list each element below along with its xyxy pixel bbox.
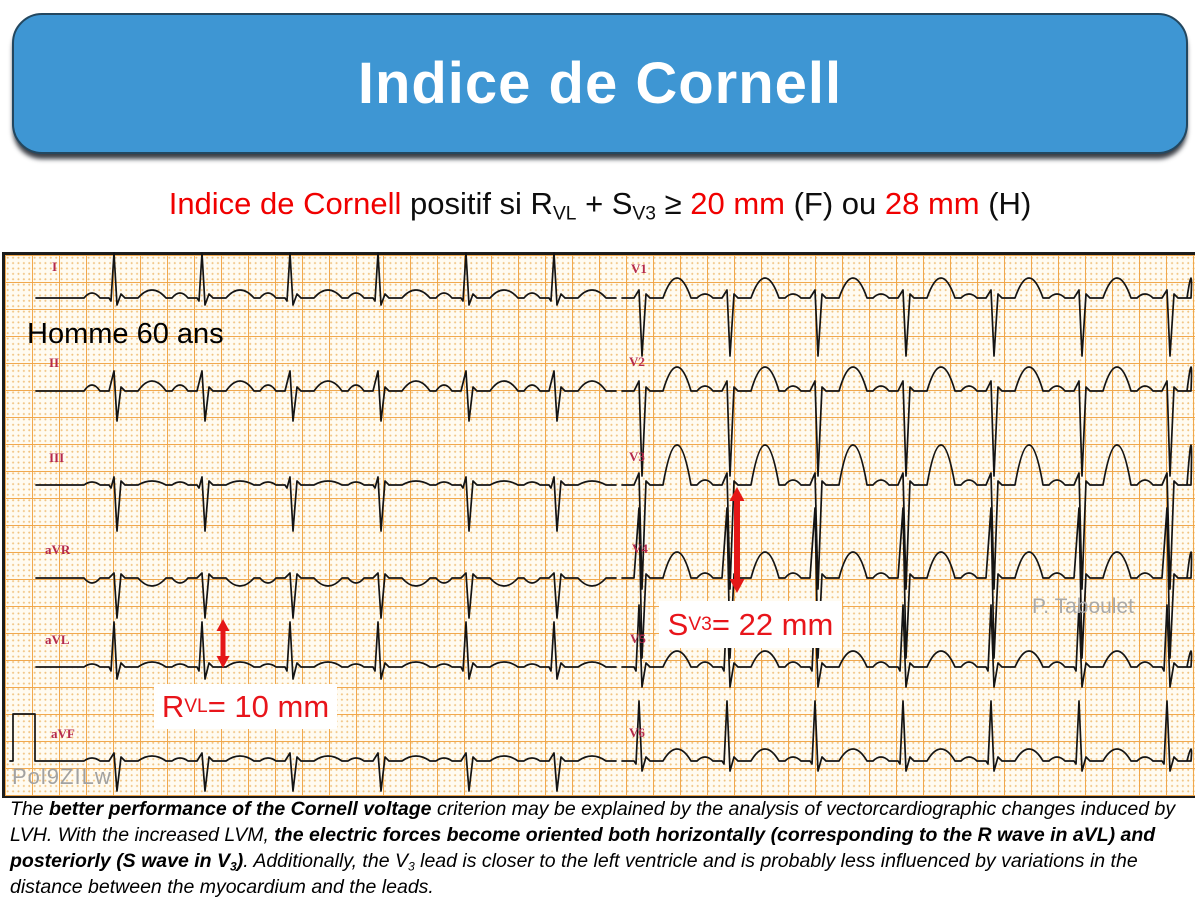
lead-label-aVR: aVR	[45, 542, 71, 557]
title-banner: Indice de Cornell	[12, 13, 1188, 154]
sv3-annotation: S V3 = 22 mm	[659, 601, 842, 648]
lead-label-V4: V4	[632, 541, 648, 556]
lead-label-aVL: aVL	[45, 632, 70, 647]
footer-paragraph: The better performance of the Cornell vo…	[10, 798, 1176, 898]
lead-label-V2: V2	[629, 354, 645, 369]
page-title: Indice de Cornell	[357, 51, 843, 116]
id-watermark: Pol9ZILw	[12, 764, 112, 789]
lead-label-V1: V1	[631, 261, 647, 276]
patient-label: Homme 60 ans	[27, 318, 224, 350]
lead-label-V3: V3	[629, 449, 645, 464]
author-watermark: P. Taboulet	[1032, 595, 1134, 618]
lead-label-III: III	[49, 450, 65, 465]
lead-label-I: I	[52, 259, 58, 274]
rvl-annotation: R VL = 10 mm	[154, 684, 337, 729]
lead-label-V6: V6	[629, 725, 645, 740]
lead-label-aVF: aVF	[51, 726, 75, 741]
cornell-formula: Indice de Cornell positif si RVL + SV3 ≥…	[168, 186, 1032, 225]
lead-label-II: II	[49, 355, 60, 370]
lead-label-V5: V5	[630, 631, 646, 646]
